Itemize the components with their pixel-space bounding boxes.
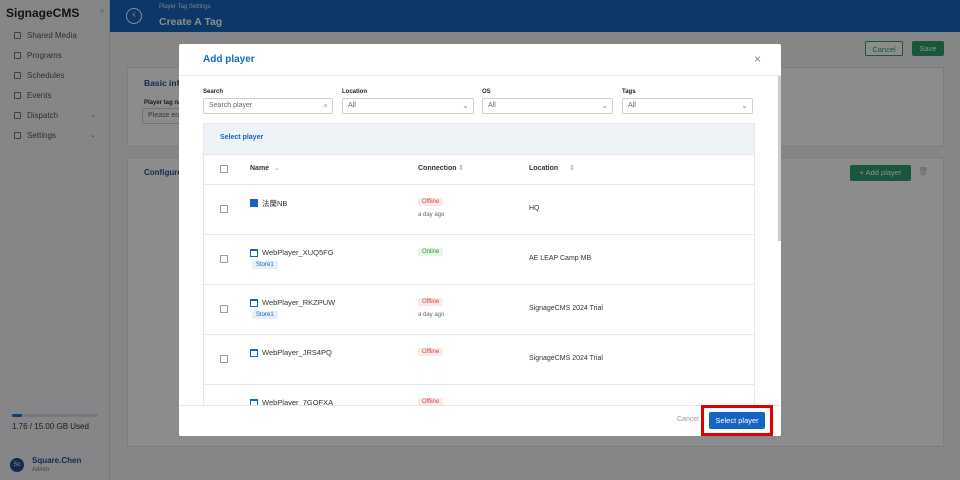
close-button[interactable]: × bbox=[754, 52, 762, 66]
column-header[interactable]: Connection bbox=[418, 165, 457, 172]
nav-text: Dispatch bbox=[27, 111, 59, 120]
location: HQ bbox=[529, 205, 540, 212]
checkbox[interactable] bbox=[220, 255, 228, 263]
chevron: ⌄ bbox=[90, 112, 96, 119]
nav-item[interactable]: Programs bbox=[14, 51, 62, 60]
os-icon bbox=[250, 399, 258, 405]
back-button[interactable]: ‹ bbox=[126, 8, 142, 24]
tag: Store1 bbox=[252, 261, 278, 269]
cancel-button[interactable]: Cancel bbox=[677, 416, 699, 423]
field-label: Player tag name bbox=[144, 100, 191, 106]
page-title: Create A Tag bbox=[159, 16, 223, 28]
filter-input[interactable]: Search player ⌕ bbox=[203, 98, 333, 114]
os-icon bbox=[250, 199, 258, 207]
divider bbox=[179, 75, 781, 76]
divider bbox=[204, 234, 754, 235]
sort-icon: ⇕ bbox=[569, 165, 575, 172]
status-badge: Offline bbox=[418, 198, 444, 206]
breadcrumb[interactable]: Player Tag Settings bbox=[159, 4, 211, 10]
divider bbox=[204, 154, 754, 155]
user-name: Square.Chen bbox=[32, 456, 82, 465]
cancel-button[interactable]: Cancel bbox=[865, 41, 903, 56]
filter-icon: ⌄ bbox=[462, 101, 469, 110]
filter-input[interactable]: All ⌄ bbox=[342, 98, 474, 114]
nav-item[interactable]: Settings bbox=[14, 131, 56, 140]
nav-item[interactable]: Shared Media bbox=[14, 31, 77, 40]
os-icon bbox=[250, 349, 258, 357]
filter-icon: ⌄ bbox=[601, 101, 608, 110]
last-seen: a day ago bbox=[418, 212, 445, 218]
user-role: Admin bbox=[32, 467, 50, 473]
save-button[interactable]: Save bbox=[912, 41, 944, 56]
avatar: Sc bbox=[10, 458, 24, 472]
status-badge: Online bbox=[418, 248, 444, 256]
checkbox[interactable] bbox=[220, 205, 228, 213]
checkbox[interactable] bbox=[220, 165, 228, 173]
divider bbox=[204, 334, 754, 335]
add-player-button[interactable]: + Add player bbox=[850, 165, 911, 181]
filter-label: Search bbox=[203, 89, 224, 95]
panel-title: Select player bbox=[220, 134, 264, 141]
nav-text: Events bbox=[27, 91, 52, 100]
storage-text: 1.76 / 15.00 GB Used bbox=[12, 422, 89, 431]
player-panel: Select player Name ⌄ Connection ⇕ Location ⇕ 法… bbox=[203, 123, 755, 406]
scrollbar bbox=[778, 76, 781, 241]
brand: SignageCMS bbox=[6, 6, 80, 20]
status-badge: Offline bbox=[418, 298, 444, 306]
location: SignageCMS 2024 Trial bbox=[529, 305, 603, 312]
button-text: Add player bbox=[865, 168, 902, 177]
nav-text: Programs bbox=[27, 51, 62, 60]
player-name: WebPlayer_JRS4PQ bbox=[262, 348, 332, 357]
nav-item[interactable]: Events bbox=[14, 91, 51, 100]
filter-label: Location bbox=[342, 89, 367, 95]
column-header[interactable]: Name bbox=[250, 165, 270, 172]
filter-input[interactable]: All ⌄ bbox=[482, 98, 613, 114]
nav-text: Settings bbox=[27, 131, 56, 140]
divider bbox=[204, 384, 754, 385]
location: AE LEAP Camp MB bbox=[529, 255, 592, 262]
sidebar: SignageCMS « Shared Media Programs Schedul… bbox=[0, 0, 110, 480]
nav-item[interactable]: Schedules bbox=[14, 71, 64, 80]
player-name: WebPlayer_7GOFXA bbox=[262, 398, 334, 406]
divider bbox=[179, 405, 781, 406]
section-title: Basic info bbox=[144, 78, 185, 88]
modal: Add player × Search Search player ⌕ Locatio… bbox=[179, 44, 781, 436]
nav-text: Schedules bbox=[27, 71, 65, 80]
section-title: Configured bbox=[144, 168, 187, 177]
nav-text: Shared Media bbox=[27, 31, 77, 40]
filter-label: OS bbox=[482, 89, 491, 95]
nav-item[interactable]: Dispatch bbox=[14, 111, 58, 120]
modal-title: Add player bbox=[203, 54, 255, 65]
os-icon bbox=[250, 299, 258, 307]
delete-icon[interactable]: 🗑 bbox=[918, 167, 929, 176]
player-name: WebPlayer_XUQ5FG bbox=[262, 248, 334, 257]
status-badge: Offline bbox=[418, 348, 444, 356]
chevron: ⌄ bbox=[90, 132, 96, 139]
filter-input[interactable]: All ⌄ bbox=[622, 98, 753, 114]
select-player-button[interactable]: Select player bbox=[709, 412, 765, 429]
sort-icon: ⌄ bbox=[274, 165, 280, 172]
filter-icon: ⌄ bbox=[741, 101, 748, 110]
sort-icon: ⇕ bbox=[458, 165, 464, 172]
highlight-box bbox=[701, 405, 773, 436]
location: SignageCMS 2024 Trial bbox=[529, 355, 603, 362]
storage-bar bbox=[12, 414, 98, 417]
checkbox[interactable] bbox=[220, 305, 228, 313]
column-header[interactable]: Location bbox=[529, 165, 559, 172]
divider bbox=[204, 184, 754, 185]
divider bbox=[204, 284, 754, 285]
status-badge: Offline bbox=[418, 398, 444, 405]
player-name: WebPlayer_RKZPUW bbox=[262, 298, 336, 307]
checkbox[interactable] bbox=[220, 355, 228, 363]
last-seen: a day ago bbox=[418, 312, 445, 318]
collapse[interactable]: « bbox=[100, 6, 105, 15]
player-name: 法蘭NB bbox=[262, 199, 288, 208]
filter-icon: ⌕ bbox=[323, 101, 328, 110]
filter-label: Tags bbox=[622, 89, 636, 95]
tag: Store1 bbox=[252, 311, 278, 319]
os-icon bbox=[250, 249, 258, 257]
header: ‹ Player Tag Settings Create A Tag bbox=[110, 0, 960, 32]
